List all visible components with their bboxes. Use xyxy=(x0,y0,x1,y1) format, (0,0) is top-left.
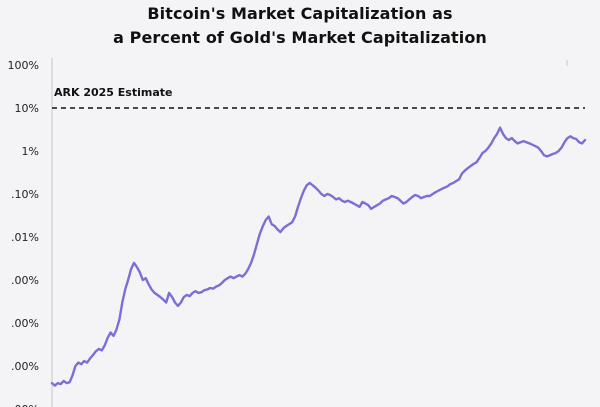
y-tick-label: .00% xyxy=(11,403,39,407)
y-tick-label: .01% xyxy=(11,231,39,244)
series-line xyxy=(50,126,587,387)
y-tick-label: .00% xyxy=(11,360,39,373)
y-tick-label: .00% xyxy=(11,274,39,287)
y-tick-label: 100% xyxy=(8,59,39,72)
reference-line-label: ARK 2025 Estimate xyxy=(54,86,172,99)
chart-title: Bitcoin's Market Capitalization as a Per… xyxy=(0,2,600,50)
y-tick-label: .10% xyxy=(11,188,39,201)
y-tick-label: 1% xyxy=(22,145,39,158)
chart-title-line-1: Bitcoin's Market Capitalization as xyxy=(147,4,453,23)
y-tick-label: 10% xyxy=(15,102,39,115)
y-tick-label: .00% xyxy=(11,317,39,330)
chart-title-line-2: a Percent of Gold's Market Capitalizatio… xyxy=(113,28,487,47)
